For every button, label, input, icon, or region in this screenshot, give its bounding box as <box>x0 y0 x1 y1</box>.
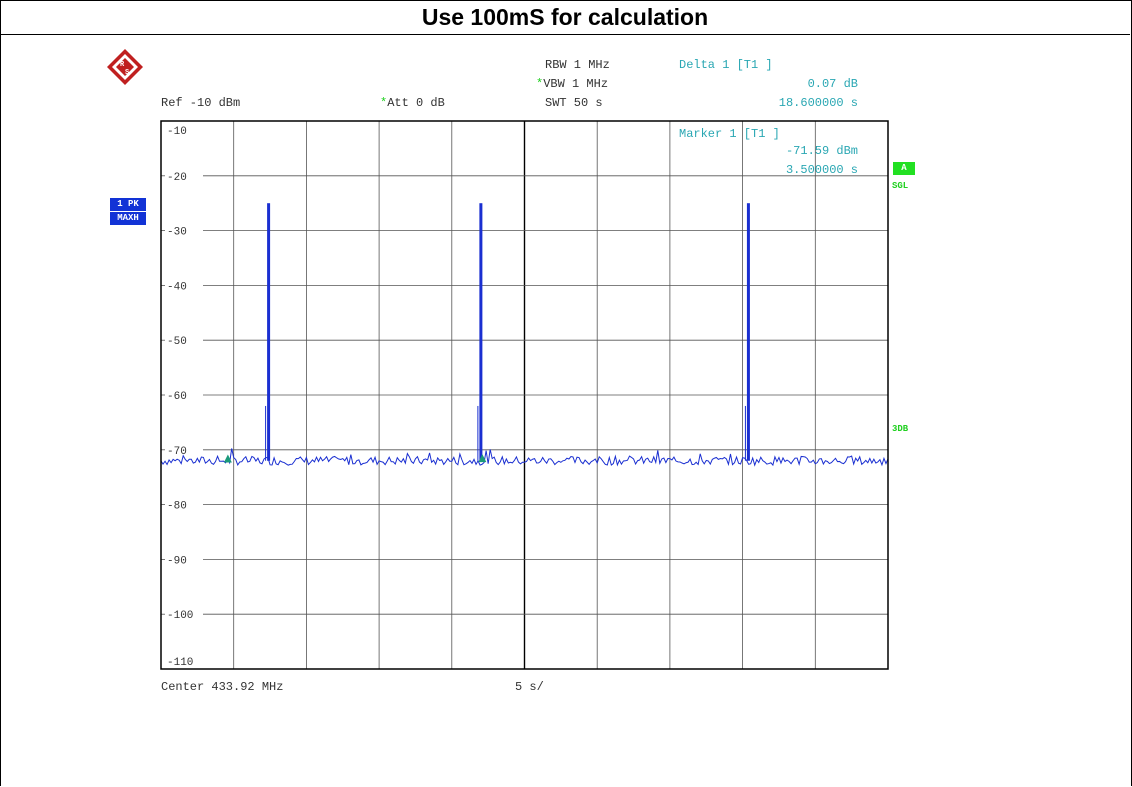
y-tick-label: -50 <box>167 336 187 348</box>
rohde-schwarz-logo: R S <box>107 49 143 85</box>
spike-3 <box>746 203 750 461</box>
y-tick-label: -10 <box>167 126 187 138</box>
noise-floor-trace <box>160 448 889 467</box>
rbw-label: RBW 1 MHz <box>545 58 610 72</box>
delta-db: 0.07 dB <box>807 77 858 91</box>
att-value: Att 0 dB <box>387 96 445 110</box>
marker-time: 3.500000 s <box>785 163 858 177</box>
trace-badge-maxh: MAXH <box>110 212 146 225</box>
vbw-label: *VBW 1 MHz <box>536 77 608 91</box>
spike-2 <box>479 203 483 461</box>
title-bar: Use 100mS for calculation <box>0 0 1130 35</box>
page-title: Use 100mS for calculation <box>421 4 709 30</box>
delta-time: 18.600000 s <box>778 96 858 110</box>
y-tick-label: -60 <box>167 391 187 403</box>
vbw-star: * <box>536 77 544 91</box>
attenuation-label: *Att 0 dB <box>380 96 445 110</box>
y-tick-label: -30 <box>167 227 187 239</box>
y-tick-label: -100 <box>167 610 193 622</box>
att-star: * <box>380 96 388 110</box>
y-tick-label: -80 <box>167 501 187 513</box>
a-badge: A <box>893 162 915 175</box>
y-tick-label: -40 <box>167 281 187 293</box>
swt-label: SWT 50 s <box>545 96 603 110</box>
trace-badge-pk: 1 PK <box>110 198 146 211</box>
y-tick-label: -20 <box>167 172 187 184</box>
marker-1 <box>223 454 232 463</box>
span-per-div: 5 s/ <box>515 680 544 694</box>
plot-border <box>160 120 889 670</box>
marker-delta <box>478 454 487 463</box>
marker-label: Marker 1 [T1 ] <box>679 127 780 141</box>
ref-level-label: Ref -10 dBm <box>161 96 241 110</box>
svg-text:R: R <box>120 61 125 69</box>
sgl-label: SGL <box>892 181 909 191</box>
y-tick-label: -110 <box>167 657 193 669</box>
y-tick-label: -70 <box>167 446 187 458</box>
center-frequency: Center 433.92 MHz <box>161 680 284 694</box>
marker-level: -71.59 dBm <box>785 144 858 158</box>
threedb-label: 3DB <box>892 424 909 434</box>
delta-label: Delta 1 [T1 ] <box>679 58 773 72</box>
y-tick-label: -90 <box>167 555 187 567</box>
vbw-value: VBW 1 MHz <box>543 77 609 91</box>
spike-1 <box>267 203 271 461</box>
svg-text:S: S <box>125 69 129 77</box>
